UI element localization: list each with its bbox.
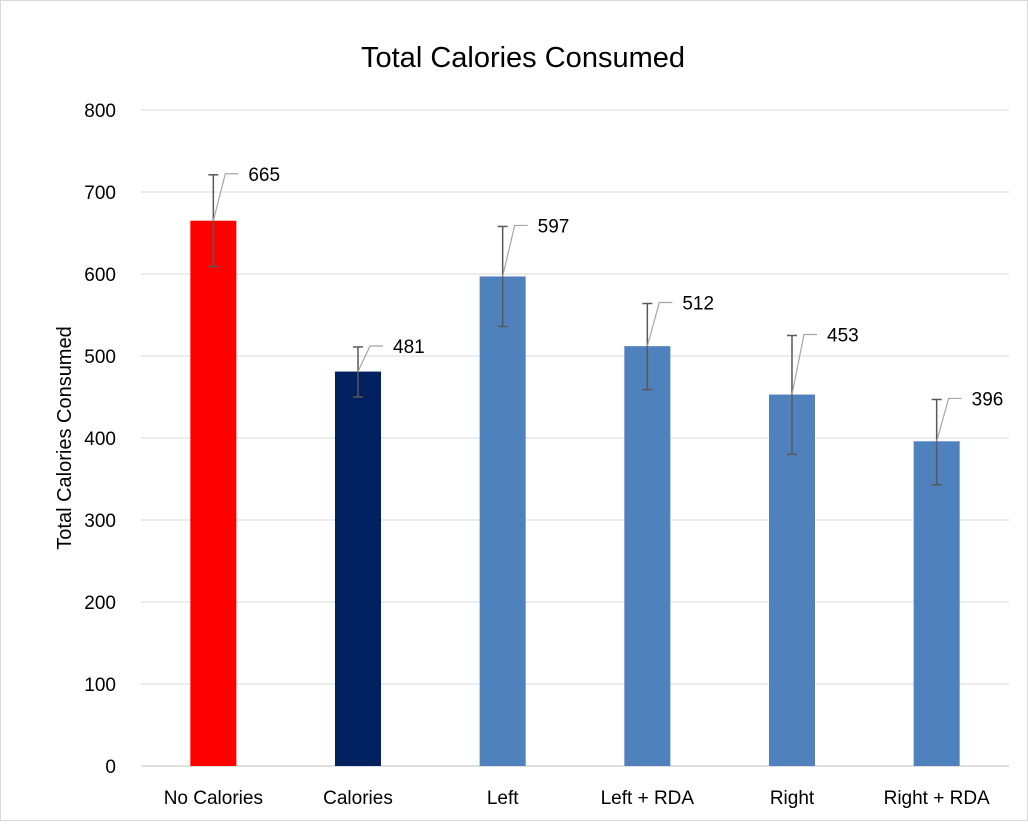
- bar: [624, 346, 671, 766]
- bar: [769, 394, 815, 766]
- gridlines: [141, 109, 1009, 767]
- bar: [190, 220, 237, 766]
- bar: [479, 276, 526, 766]
- y-axis-ticks: 0 100 200 300 400 500 600 700 800: [84, 101, 116, 778]
- y-tick-label: 800: [84, 101, 116, 122]
- y-tick-label: 500: [84, 347, 116, 368]
- data-label-leader: [502, 224, 528, 277]
- x-axis-ticks: No Calories Calories Left Left + RDA Right Ri…: [164, 788, 990, 809]
- y-tick-label: 300: [84, 511, 116, 532]
- x-tick-label: Left + RDA: [601, 788, 695, 809]
- x-tick-label: Calories: [323, 788, 393, 809]
- chart-title: Total Calories Consumed: [361, 42, 685, 74]
- x-tick-label: Left: [487, 788, 519, 809]
- data-label: 481: [393, 337, 425, 358]
- data-label: 453: [827, 326, 859, 347]
- x-tick-label: Right: [770, 788, 815, 809]
- y-tick-label: 700: [84, 183, 116, 204]
- x-tick-label: Right + RDA: [884, 788, 990, 809]
- data-label-leader: [357, 345, 383, 372]
- data-label: 512: [682, 294, 714, 315]
- x-tick-label: No Calories: [164, 788, 263, 809]
- y-tick-label: 0: [105, 757, 116, 778]
- y-tick-label: 400: [84, 429, 116, 450]
- data-label-leader: [936, 397, 962, 442]
- data-label-leader: [646, 301, 673, 347]
- data-label: 597: [538, 216, 570, 237]
- data-label: 396: [972, 389, 1004, 410]
- bar: [335, 371, 381, 766]
- bar: [913, 441, 960, 766]
- y-tick-label: 200: [84, 593, 116, 614]
- data-label: 665: [248, 165, 280, 186]
- data-label-leader: [791, 333, 817, 395]
- data-labels: 665 481 597 512 453 396: [212, 165, 1004, 442]
- y-axis-label: Total Calories Consumed: [54, 326, 76, 549]
- error-bars: [208, 174, 942, 486]
- data-label-leader: [212, 173, 239, 221]
- y-tick-label: 600: [84, 265, 116, 286]
- y-tick-label: 100: [84, 675, 116, 696]
- bars: [190, 220, 960, 766]
